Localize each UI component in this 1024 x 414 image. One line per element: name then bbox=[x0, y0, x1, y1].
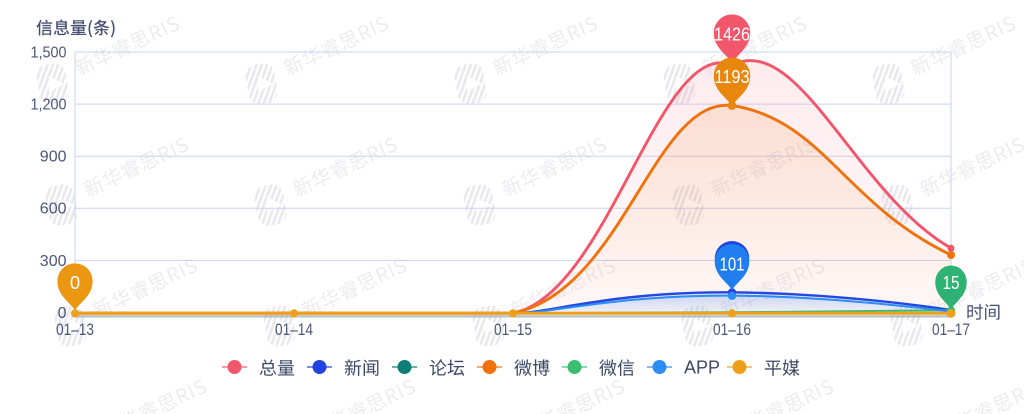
svg-text:1426: 1426 bbox=[714, 24, 750, 45]
svg-text:01–14: 01–14 bbox=[275, 321, 313, 339]
svg-text:101: 101 bbox=[720, 253, 745, 274]
svg-text:15: 15 bbox=[943, 273, 960, 293]
svg-text:0: 0 bbox=[58, 305, 67, 322]
svg-text:0: 0 bbox=[70, 272, 80, 293]
svg-text:1193: 1193 bbox=[715, 66, 750, 87]
svg-text:01–17: 01–17 bbox=[932, 321, 970, 339]
svg-text:01–13: 01–13 bbox=[56, 321, 94, 339]
svg-text:300: 300 bbox=[40, 253, 67, 270]
svg-text:1,200: 1,200 bbox=[31, 97, 67, 114]
svg-text:01–15: 01–15 bbox=[494, 321, 532, 339]
svg-text:01–16: 01–16 bbox=[713, 321, 751, 339]
svg-text:1,500: 1,500 bbox=[31, 44, 67, 61]
svg-text:900: 900 bbox=[40, 149, 67, 166]
svg-text:APP: APP bbox=[684, 358, 720, 378]
svg-text:600: 600 bbox=[40, 201, 67, 218]
